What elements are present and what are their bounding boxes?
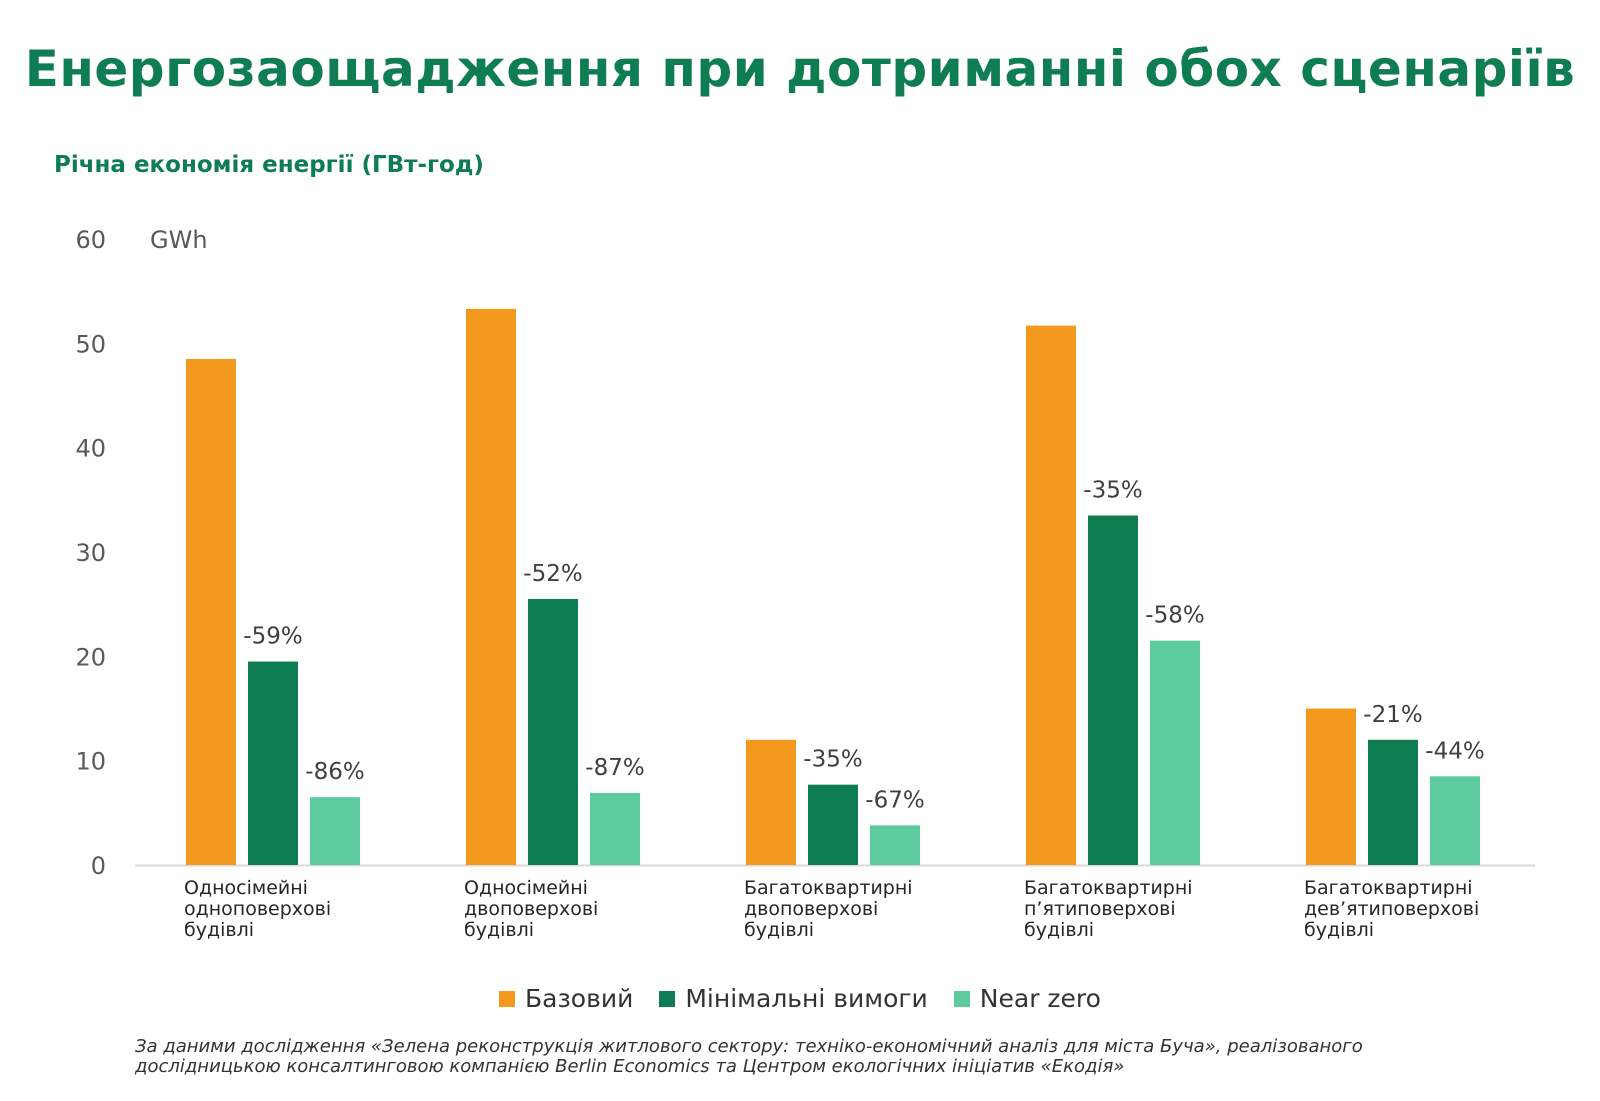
bar-3-2 [590, 793, 640, 865]
chart-subtitle: Річна економія енергії (ГВт-год) [54, 152, 484, 178]
bar-3-5 [1430, 776, 1480, 865]
x-tick-label: Односімейні [464, 877, 588, 899]
legend-swatch-near-zero [953, 990, 970, 1007]
bar-3-3 [870, 825, 920, 865]
y-tick-label: 20 [75, 643, 106, 671]
data-label: -87% [585, 755, 644, 781]
data-label: -58% [1145, 603, 1204, 629]
x-tick-label: Багатоквартирні [1304, 877, 1473, 899]
bar-2-1 [248, 661, 298, 865]
x-tick-label: Односімейні [184, 877, 308, 899]
x-tick-label: одноповерхові [184, 898, 331, 920]
y-tick-label: 10 [75, 748, 106, 776]
bar-3-1 [310, 797, 360, 865]
x-tick-label: двоповерхові [464, 898, 598, 920]
data-label: -67% [865, 787, 924, 813]
legend-item-min: Мінімальні вимоги [659, 984, 928, 1013]
data-label: -35% [803, 747, 862, 773]
bar-2-2 [528, 598, 578, 865]
legend-item-near-zero: Near zero [953, 984, 1101, 1013]
x-tick-label: будівлі [1024, 919, 1094, 941]
legend-item-bazovyi: Базовий [499, 984, 633, 1013]
data-label: -35% [1083, 477, 1142, 503]
legend-label-near-zero: Near zero [979, 984, 1101, 1013]
x-tick-label: Багатоквартирні [1024, 877, 1193, 899]
bar-3-4 [1150, 640, 1200, 865]
data-label: -21% [1363, 702, 1422, 728]
y-tick-label: 30 [75, 539, 106, 567]
legend-swatch-min [659, 990, 676, 1007]
bar-1-2 [466, 308, 516, 865]
data-label: -86% [305, 759, 364, 785]
x-tick-label: будівлі [464, 919, 534, 941]
y-tick-label: 0 [91, 852, 106, 880]
source-note: За даними дослідження «Зелена реконструк… [135, 1036, 1363, 1077]
bar-2-3 [808, 784, 858, 865]
y-tick-label: 60 [75, 226, 106, 254]
y-unit-label: GWh [150, 226, 208, 254]
bar-1-4 [1026, 325, 1076, 865]
chart-title: Енергозаощадження при дотриманні обох сц… [24, 40, 1576, 98]
x-tick-label: будівлі [744, 919, 814, 941]
x-tick-label: Багатоквартирні [744, 877, 913, 899]
data-label: -44% [1425, 738, 1484, 764]
bar-1-1 [186, 358, 236, 865]
legend-label-min: Мінімальні вимоги [685, 984, 928, 1013]
bar-2-4 [1088, 515, 1138, 865]
x-tick-label: будівлі [184, 919, 254, 941]
bar-1-5 [1306, 708, 1356, 865]
data-label: -52% [523, 561, 582, 587]
x-tick-label: будівлі [1304, 919, 1374, 941]
legend-label-bazovyi: Базовий [525, 984, 634, 1013]
y-tick-label: 40 [75, 435, 106, 463]
y-tick-label: 50 [75, 330, 106, 358]
bar-1-3 [746, 739, 796, 865]
legend-swatch-bazovyi [499, 990, 516, 1007]
chart-legend: Базовий Мінімальні вимоги Near zero [0, 984, 1600, 1013]
x-tick-label: дев’ятиповерхові [1304, 898, 1479, 920]
x-tick-label: п’ятиповерхові [1024, 898, 1176, 920]
bar-2-5 [1368, 739, 1418, 865]
data-label: -59% [243, 624, 302, 650]
x-tick-label: двоповерхові [744, 898, 878, 920]
